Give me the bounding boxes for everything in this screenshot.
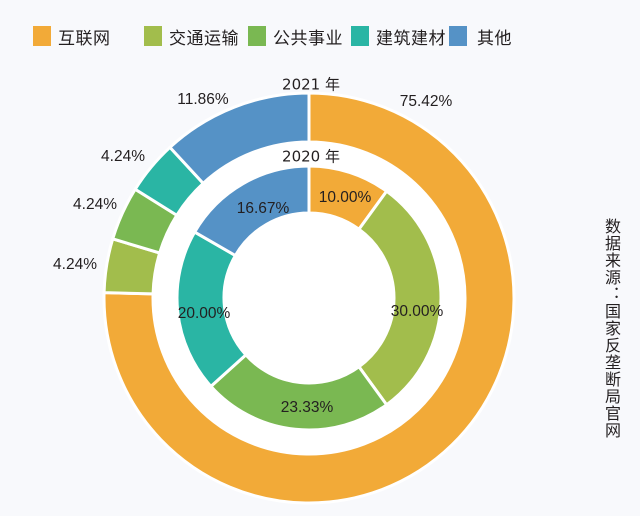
legend-label: 公共事业 [273, 28, 343, 49]
outer-label-construction: 4.24% [101, 148, 145, 165]
legend-swatch-construction [351, 26, 369, 46]
outer-label-other: 11.86% [177, 91, 229, 108]
legend-label: 互联网 [58, 28, 111, 49]
chart-legend: 互联网 交通运输 公共事业 建筑建材 其他 [0, 24, 640, 49]
data-source-note: 数据来源：国家反垄断局官网 [602, 218, 621, 439]
inner-ring-2020 [175, 164, 443, 432]
legend-label: 其他 [477, 28, 512, 49]
legend-item-other: 其他 [449, 24, 512, 49]
outer-label-utilities: 4.24% [73, 196, 117, 213]
legend-item-internet: 互联网 [33, 24, 111, 49]
legend-label: 交通运输 [169, 28, 239, 49]
legend-swatch-internet [33, 26, 51, 46]
inner-year-label: 2020 年 [282, 147, 340, 166]
inner-label-utilities: 23.33% [280, 399, 334, 416]
legend-item-construction: 建筑建材 [351, 24, 446, 49]
outer-label-internet: 75.42% [399, 93, 453, 110]
inner-label-construction: 20.00% [177, 305, 231, 322]
outer-year-label: 2021 年 [282, 75, 340, 94]
outer-segment-other [167, 91, 311, 186]
legend-item-utilities: 公共事业 [248, 24, 343, 49]
inner-label-internet: 10.00% [318, 189, 372, 206]
legend-label: 建筑建材 [376, 28, 446, 49]
outer-label-transport: 4.24% [53, 256, 97, 273]
legend-item-transport: 交通运输 [144, 24, 239, 49]
legend-swatch-other [449, 26, 467, 46]
legend-swatch-transport [144, 26, 162, 46]
outer-segment-internet [102, 91, 516, 505]
inner-label-other: 16.67% [236, 200, 290, 217]
legend-swatch-utilities [248, 26, 266, 46]
inner-segment-transport [356, 189, 443, 407]
outer-ring-2021 [102, 91, 516, 505]
inner-segment-other [192, 164, 311, 258]
inner-label-transport: 30.00% [390, 303, 444, 320]
